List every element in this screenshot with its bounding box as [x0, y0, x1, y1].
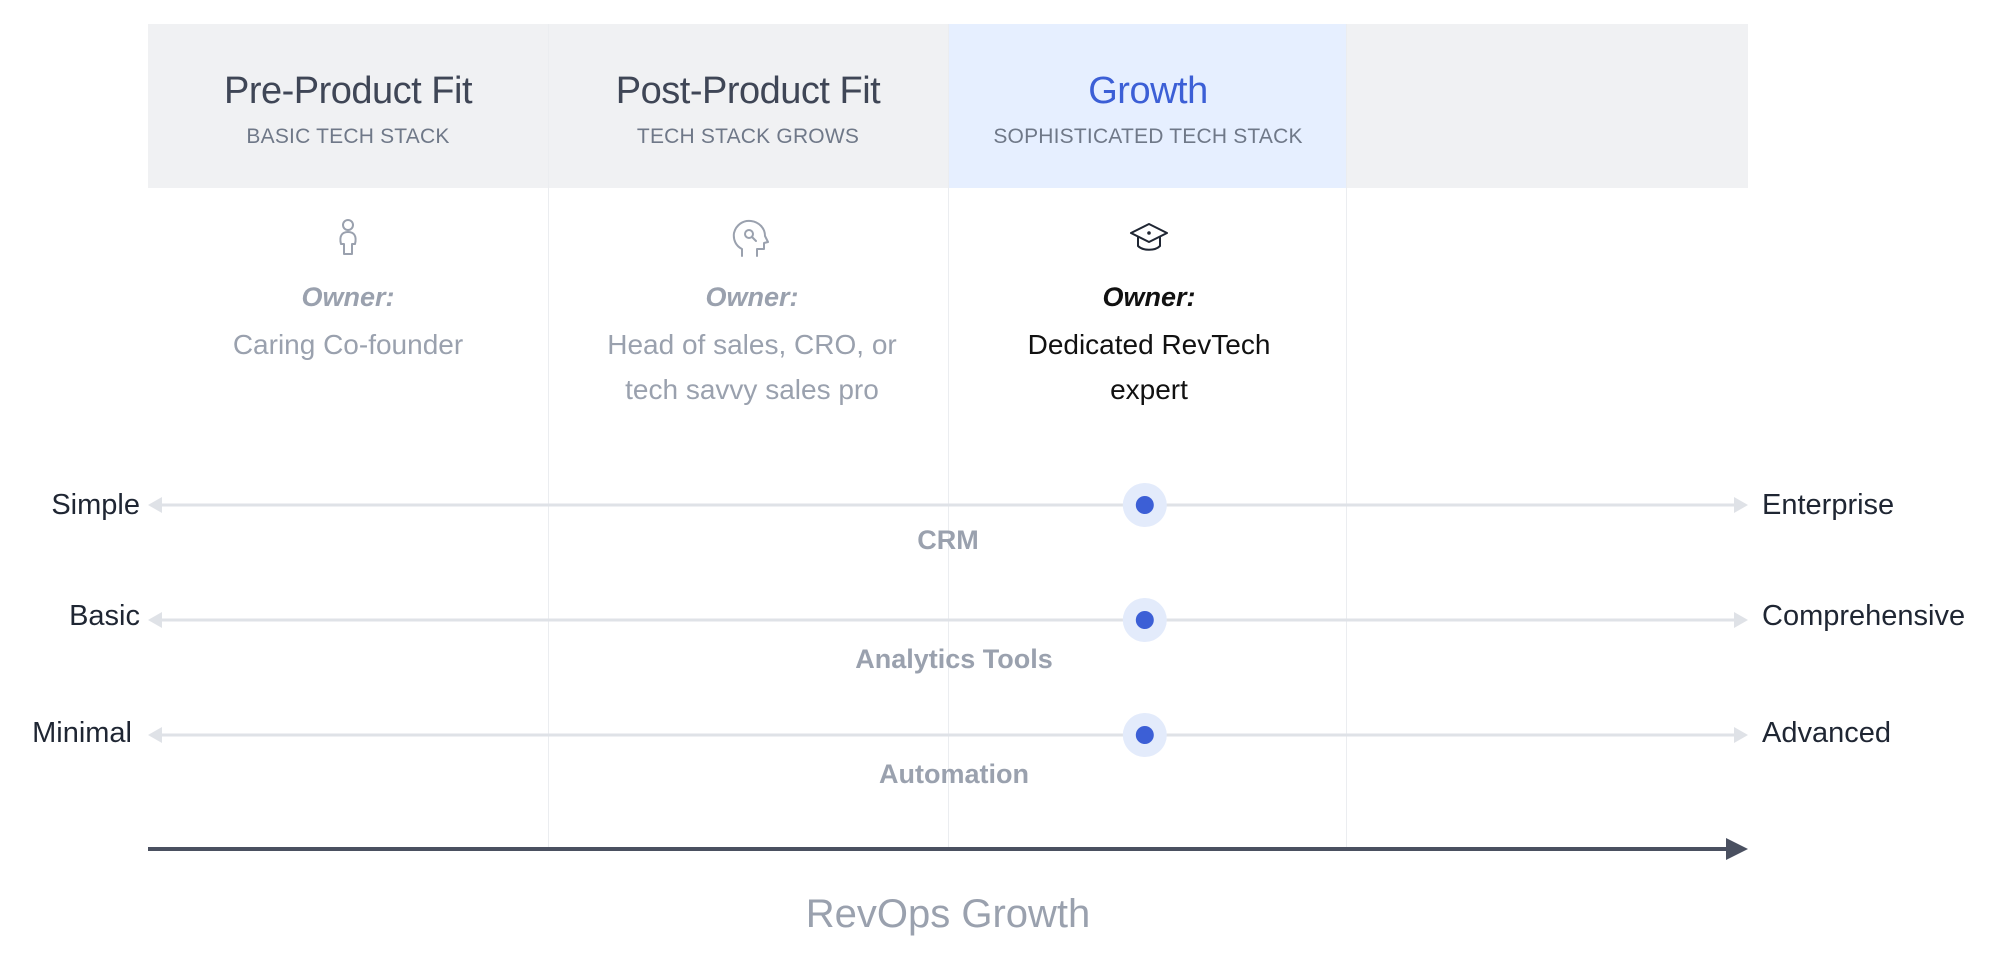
owner-name-line-2: tech savvy sales pro — [625, 374, 879, 405]
scale-name-analytics-tools: Analytics Tools — [855, 644, 1053, 674]
column-divider — [1346, 24, 1347, 847]
scale-right-label: Enterprise — [1762, 489, 1895, 521]
scale-arrow-left — [148, 497, 162, 513]
owner-name-line-1: Dedicated RevTech — [1027, 329, 1271, 360]
scale-arrow-right — [1734, 497, 1748, 513]
scale-arrow-right — [1734, 612, 1748, 628]
scale-left-label: Basic — [69, 600, 140, 632]
scale-marker-dot — [1135, 611, 1154, 629]
scale-name-crm: CRM — [917, 525, 979, 555]
scale-marker-dot — [1135, 726, 1154, 744]
growth-axis-arrow — [1726, 838, 1748, 860]
scale-name-automation: Automation — [879, 759, 1029, 789]
column-divider — [548, 24, 549, 847]
scale-right-label: Comprehensive — [1762, 600, 1966, 632]
active-stage-highlight — [948, 24, 1346, 188]
head-gear-icon — [732, 219, 769, 257]
graduation-cap-icon — [1130, 223, 1168, 251]
stage-subtitle: TECH STACK GROWS — [636, 125, 860, 148]
owner-name-line-2: expert — [1110, 374, 1188, 405]
scale-left-label: Minimal — [32, 717, 132, 749]
growth-axis-title: RevOps Growth — [805, 892, 1091, 936]
stage-title: Pre-Product Fit — [223, 70, 473, 112]
scale-arrow-right — [1734, 727, 1748, 743]
stage-title: Post-Product Fit — [615, 70, 881, 112]
column-divider — [948, 24, 949, 847]
person-icon — [339, 219, 357, 255]
scale-arrow-left — [148, 727, 162, 743]
owner-label: Owner: — [301, 282, 395, 312]
scale-right-label: Advanced — [1762, 717, 1891, 749]
stage-title: Growth — [1088, 70, 1208, 112]
owner-name: Caring Co-founder — [232, 329, 464, 360]
scale-arrow-left — [148, 612, 162, 628]
owner-label: Owner: — [705, 282, 799, 312]
stage-subtitle: SOPHISTICATED TECH STACK — [993, 125, 1303, 148]
owner-label: Owner: — [1102, 282, 1196, 312]
stage-subtitle: BASIC TECH STACK — [246, 125, 450, 148]
scale-marker-dot — [1135, 496, 1154, 514]
owner-name-line-1: Head of sales, CRO, or — [607, 329, 897, 360]
scale-left-label: Simple — [51, 489, 140, 521]
